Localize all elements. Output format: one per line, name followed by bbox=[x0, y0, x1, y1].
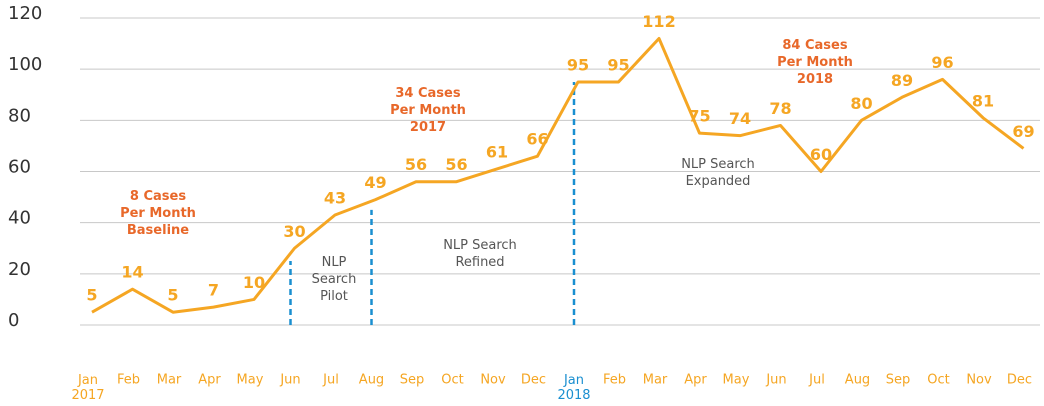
data-label: 5 bbox=[86, 286, 97, 305]
x-tick-label: Feb bbox=[603, 373, 626, 388]
phase-label: NLP Search Pilot bbox=[312, 255, 357, 304]
data-label: 74 bbox=[729, 109, 751, 128]
data-label: 112 bbox=[642, 12, 675, 31]
x-tick-label: Mar bbox=[157, 373, 182, 388]
x-tick-label: Jun bbox=[279, 373, 300, 388]
data-label: 69 bbox=[1012, 122, 1034, 141]
y-tick-label: 0 bbox=[8, 310, 19, 331]
data-label: 81 bbox=[972, 91, 994, 110]
x-tick-label: Jun bbox=[765, 373, 786, 388]
x-tick-label: Nov bbox=[966, 373, 992, 388]
x-tick-label: Apr bbox=[198, 373, 221, 388]
x-tick-label: May bbox=[237, 373, 264, 388]
data-label: 66 bbox=[526, 130, 548, 149]
x-tick-label: Apr bbox=[684, 373, 707, 388]
annotation: 8 Cases Per Month Baseline bbox=[120, 189, 196, 238]
y-tick-label: 80 bbox=[8, 105, 31, 126]
x-tick-label: Jul bbox=[322, 373, 339, 388]
data-label: 10 bbox=[243, 273, 265, 292]
x-tick-label: Jan 2018 bbox=[557, 373, 590, 403]
x-tick-label: Oct bbox=[441, 373, 463, 388]
data-label: 75 bbox=[688, 107, 710, 126]
data-label: 49 bbox=[364, 173, 386, 192]
data-line bbox=[91, 36, 1025, 314]
data-label: 5 bbox=[167, 286, 178, 305]
y-tick-label: 20 bbox=[8, 259, 31, 280]
x-tick-label: Nov bbox=[480, 373, 506, 388]
x-tick-label: Sep bbox=[886, 373, 911, 388]
data-label: 95 bbox=[607, 55, 629, 74]
data-label: 89 bbox=[891, 71, 913, 90]
x-tick-label: Aug bbox=[845, 373, 870, 388]
y-tick-label: 100 bbox=[8, 54, 42, 75]
annotation: 34 Cases Per Month 2017 bbox=[390, 86, 466, 135]
x-tick-label: Oct bbox=[927, 373, 949, 388]
phase-label: NLP Search Expanded bbox=[681, 157, 755, 189]
data-label: 30 bbox=[283, 222, 305, 241]
x-tick-label: Jul bbox=[808, 373, 825, 388]
x-tick-label: Dec bbox=[1007, 373, 1032, 388]
data-label: 56 bbox=[405, 155, 427, 174]
x-tick-label: Aug bbox=[359, 373, 384, 388]
data-label: 60 bbox=[810, 145, 832, 164]
x-tick-label: Jan 2017 bbox=[71, 373, 104, 403]
phase-label: NLP Search Refined bbox=[443, 238, 517, 270]
data-label: 78 bbox=[769, 99, 791, 118]
data-label: 56 bbox=[445, 155, 467, 174]
data-label: 61 bbox=[486, 142, 508, 161]
data-label: 96 bbox=[931, 53, 953, 72]
y-tick-label: 40 bbox=[8, 208, 31, 229]
data-label: 7 bbox=[208, 281, 219, 300]
x-tick-label: Mar bbox=[643, 373, 668, 388]
x-tick-label: May bbox=[723, 373, 750, 388]
y-tick-label: 120 bbox=[8, 3, 42, 24]
y-tick-label: 60 bbox=[8, 157, 31, 178]
data-label: 95 bbox=[567, 55, 589, 74]
data-label: 43 bbox=[324, 188, 346, 207]
x-tick-label: Feb bbox=[117, 373, 140, 388]
annotation: 84 Cases Per Month 2018 bbox=[777, 38, 853, 87]
x-tick-label: Dec bbox=[521, 373, 546, 388]
x-tick-label: Sep bbox=[400, 373, 425, 388]
data-label: 14 bbox=[121, 263, 143, 282]
data-label: 80 bbox=[850, 94, 872, 113]
